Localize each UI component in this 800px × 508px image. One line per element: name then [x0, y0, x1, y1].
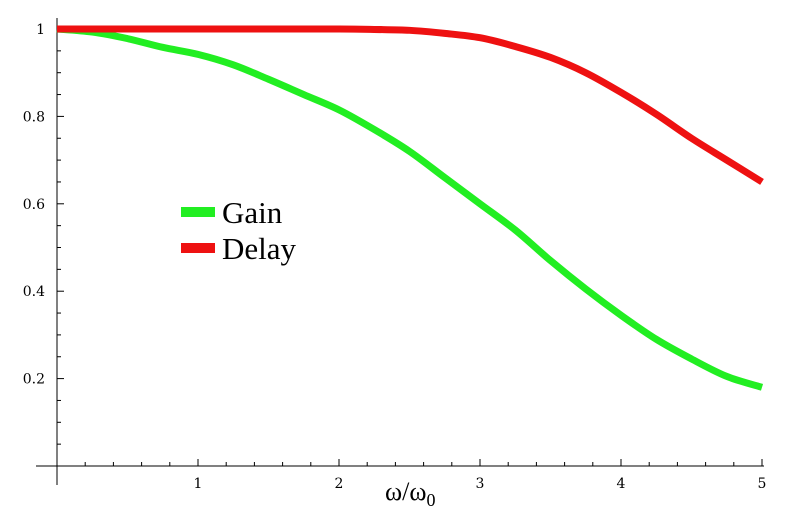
- x-axis-label: ω/ω0: [385, 477, 435, 508]
- y-tick-label: 0.6: [23, 197, 45, 213]
- series-line-gain: [56, 25, 764, 391]
- x-tick-label: 1: [194, 476, 203, 492]
- y-tick-label: 0.4: [23, 284, 45, 300]
- legend-swatch-gain: [181, 207, 215, 217]
- x-tick-label: 5: [758, 476, 767, 492]
- series-line-delay: [56, 25, 764, 185]
- axes: [36, 18, 764, 485]
- legend-label-delay: Delay: [222, 231, 297, 266]
- y-tick-label: 1: [36, 22, 45, 38]
- series-lines: [56, 25, 764, 391]
- y-tick-label: 0.8: [23, 109, 45, 125]
- ticks: [57, 28, 763, 466]
- legend-swatch-delay: [181, 243, 215, 253]
- legend-label-gain: Gain: [222, 195, 283, 230]
- tick-labels: 1 2 3 4 5 0.2 0.4 0.6 0.8 1: [23, 22, 767, 492]
- x-tick-label: 2: [335, 476, 344, 492]
- y-tick-label: 0.2: [23, 372, 45, 388]
- x-tick-label: 4: [617, 476, 626, 492]
- x-tick-label: 3: [476, 476, 485, 492]
